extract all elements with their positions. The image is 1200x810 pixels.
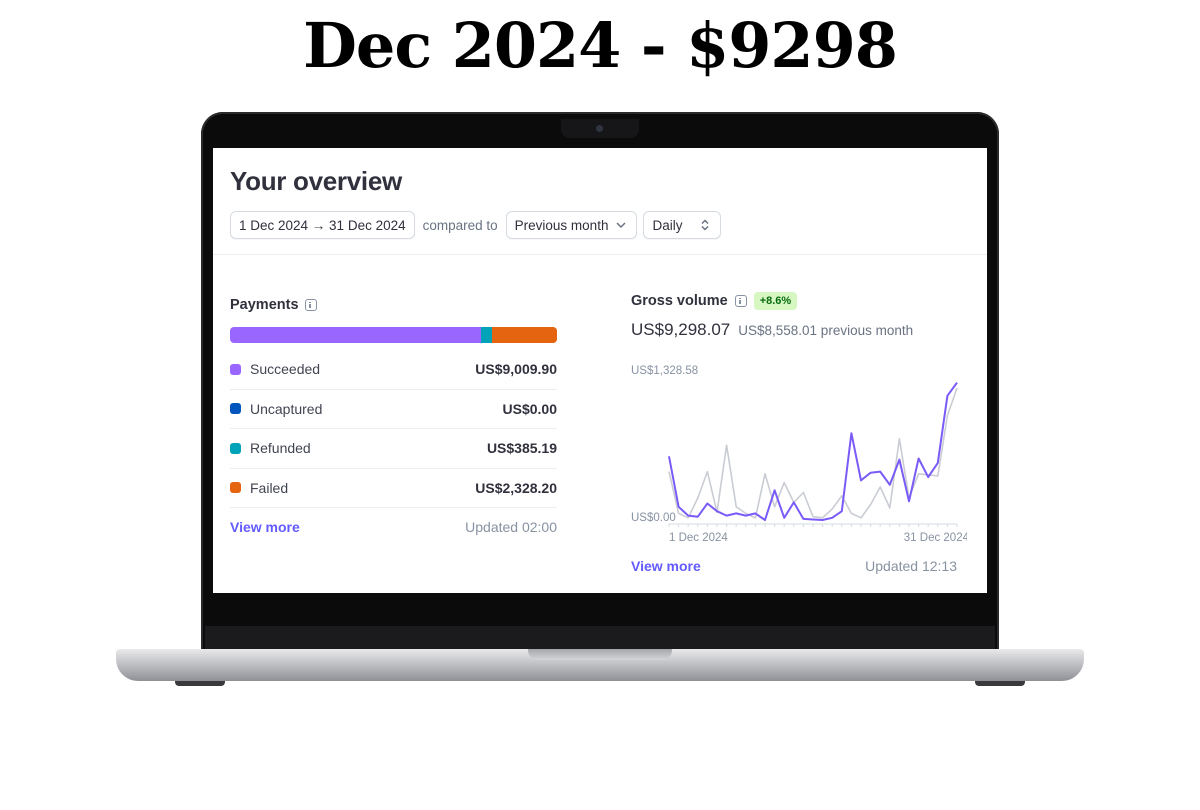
date-range-label: 1 Dec 2024 → 31 Dec 2024 bbox=[239, 217, 406, 233]
filter-bar: 1 Dec 2024 → 31 Dec 2024 compared to Pre… bbox=[230, 211, 722, 239]
compare-period-value: Previous month bbox=[514, 217, 609, 233]
camera-icon bbox=[596, 125, 603, 132]
payments-breakdown-bar bbox=[230, 327, 557, 343]
gross-volume-chart: US$1,328.58 US$0.00 1 Dec 2024 31 Dec 20… bbox=[631, 365, 967, 544]
gross-volume-line bbox=[668, 382, 958, 521]
interval-value: Daily bbox=[652, 217, 683, 233]
x-start-tick-label: 1 Dec 2024 bbox=[669, 532, 728, 544]
headline: Dec 2024 - $9298 bbox=[303, 9, 898, 82]
compared-to-label: compared to bbox=[422, 217, 498, 233]
chevron-down-icon bbox=[616, 222, 626, 229]
x-axis-ticks bbox=[668, 524, 958, 527]
laptop-hinge bbox=[205, 626, 995, 650]
status-dot bbox=[230, 363, 241, 375]
list-item: Refunded US$385.19 bbox=[230, 429, 557, 469]
bar-segment-failed bbox=[491, 327, 557, 343]
payments-updated-time: Updated 02:00 bbox=[465, 519, 557, 535]
info-icon[interactable] bbox=[734, 295, 747, 307]
gross-volume-footer: View more Updated 12:13 bbox=[631, 558, 957, 574]
payments-list: Succeeded US$9,009.90 Uncaptured US$0.00… bbox=[230, 350, 557, 508]
list-item: Succeeded US$9,009.90 bbox=[230, 350, 557, 390]
payments-footer: View more Updated 02:00 bbox=[230, 519, 557, 535]
change-badge: +8.6% bbox=[753, 292, 798, 310]
gross-volume-current: US$9,298.07 bbox=[631, 320, 731, 339]
gross-volume-view-more-link[interactable]: View more bbox=[631, 558, 701, 574]
payment-status-label: Uncaptured bbox=[250, 400, 323, 417]
status-dot bbox=[230, 482, 241, 494]
section-divider bbox=[213, 254, 987, 255]
bar-segment-succeeded bbox=[230, 327, 481, 343]
gross-volume-values: US$9,298.07 US$8,558.01 previous month bbox=[631, 320, 913, 340]
laptop-base-notch bbox=[528, 649, 672, 660]
y-min-tick-label: US$0.00 bbox=[631, 512, 676, 524]
gross-volume-header: Gross volume +8.6% bbox=[631, 292, 798, 310]
list-item: Failed US$2,328.20 bbox=[230, 469, 557, 508]
payment-status-label: Refunded bbox=[250, 440, 311, 457]
laptop-foot-left bbox=[175, 681, 225, 686]
x-end-tick-label: 31 Dec 2024 bbox=[904, 532, 967, 544]
payment-status-label: Failed bbox=[250, 479, 289, 496]
gross-volume-updated-time: Updated 12:13 bbox=[865, 558, 957, 574]
y-max-tick-label: US$1,328.58 bbox=[631, 365, 698, 377]
interval-select[interactable]: Daily bbox=[643, 211, 722, 239]
bar-segment-refunded bbox=[480, 327, 492, 343]
payment-status-label: Succeeded bbox=[250, 361, 321, 378]
status-dot bbox=[230, 403, 241, 415]
previous-month-line bbox=[668, 387, 958, 519]
info-icon[interactable] bbox=[304, 299, 317, 311]
page-title: Your overview bbox=[230, 166, 402, 196]
payment-amount: US$385.19 bbox=[486, 440, 557, 457]
laptop-foot-right bbox=[975, 681, 1025, 686]
payments-view-more-link[interactable]: View more bbox=[230, 519, 300, 535]
payments-title: Payments bbox=[230, 297, 299, 313]
payments-header: Payments bbox=[230, 297, 317, 313]
chevron-up-down-icon bbox=[701, 219, 709, 231]
gross-volume-title: Gross volume bbox=[631, 293, 728, 309]
compare-period-select[interactable]: Previous month bbox=[505, 211, 638, 239]
list-item: Uncaptured US$0.00 bbox=[230, 390, 557, 429]
status-dot bbox=[230, 442, 241, 454]
dashboard-screen: Your overview 1 Dec 2024 → 31 Dec 2024 c… bbox=[213, 148, 987, 593]
payment-amount: US$9,009.90 bbox=[475, 361, 557, 378]
payment-amount: US$2,328.20 bbox=[475, 479, 557, 496]
date-range-picker[interactable]: 1 Dec 2024 → 31 Dec 2024 bbox=[230, 211, 415, 239]
gross-volume-previous: US$8,558.01 previous month bbox=[738, 323, 914, 338]
payment-amount: US$0.00 bbox=[502, 400, 557, 417]
